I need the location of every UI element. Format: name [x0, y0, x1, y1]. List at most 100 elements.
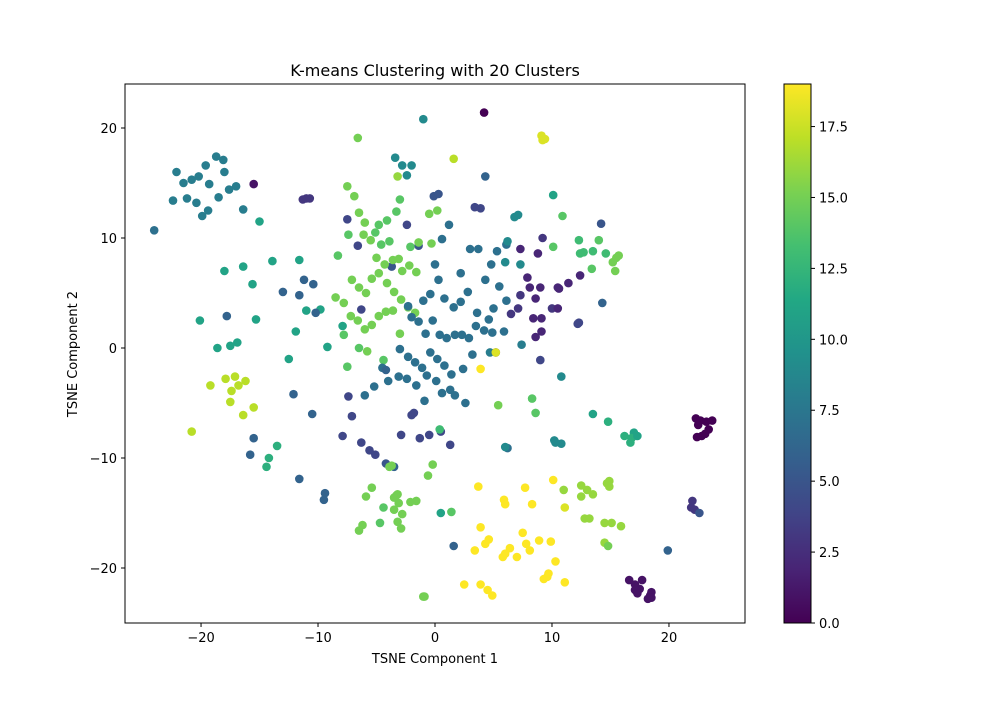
- data-point: [695, 508, 704, 518]
- data-point: [516, 244, 525, 254]
- data-point: [456, 297, 466, 307]
- data-point: [576, 481, 586, 490]
- data-point: [445, 440, 455, 450]
- data-point: [371, 450, 380, 460]
- data-point: [417, 363, 427, 373]
- data-point: [367, 320, 377, 330]
- data-point: [512, 552, 522, 562]
- data-point: [397, 161, 407, 170]
- data-point: [693, 420, 703, 430]
- data-point: [219, 155, 228, 165]
- data-point: [179, 178, 188, 188]
- data-point: [554, 284, 564, 293]
- data-point: [503, 237, 512, 246]
- data-point: [187, 427, 196, 436]
- data-point: [531, 408, 540, 418]
- data-point: [414, 317, 423, 326]
- data-point: [463, 287, 473, 297]
- data-point: [374, 220, 384, 230]
- data-point: [692, 432, 702, 442]
- data-point: [220, 167, 229, 177]
- data-point: [633, 589, 642, 598]
- data-point: [492, 246, 502, 256]
- data-point: [422, 371, 432, 380]
- colorbar: [784, 84, 811, 623]
- data-point: [587, 264, 597, 274]
- data-point: [192, 198, 201, 208]
- data-point: [548, 475, 558, 485]
- data-point: [353, 241, 363, 250]
- data-point: [607, 518, 616, 528]
- y-tick-label: 10: [100, 232, 117, 247]
- data-point: [430, 260, 440, 269]
- data-point: [436, 508, 446, 518]
- data-point: [427, 239, 436, 248]
- data-point: [447, 370, 456, 379]
- data-point: [406, 242, 415, 252]
- data-point: [493, 400, 503, 410]
- data-point: [350, 191, 359, 201]
- data-point: [375, 518, 385, 528]
- data-point: [579, 248, 588, 257]
- y-tick-label: 0: [109, 342, 117, 357]
- data-point: [525, 283, 535, 292]
- data-point: [195, 316, 205, 325]
- data-point: [262, 462, 271, 472]
- data-point: [299, 275, 309, 285]
- data-point: [323, 342, 332, 352]
- data-point: [614, 251, 623, 260]
- data-point: [516, 290, 525, 300]
- colorbar-tick-label: 7.5: [819, 404, 840, 419]
- data-point: [470, 546, 480, 555]
- data-point: [403, 301, 413, 311]
- data-point: [194, 172, 203, 181]
- data-point: [361, 492, 371, 501]
- data-point: [575, 271, 585, 280]
- data-point: [449, 154, 459, 164]
- data-point: [187, 175, 196, 184]
- data-point: [533, 249, 543, 258]
- data-point: [403, 352, 413, 362]
- data-point: [172, 167, 181, 177]
- data-point: [440, 361, 449, 370]
- data-point: [538, 233, 547, 243]
- data-point: [331, 293, 340, 302]
- data-point: [444, 220, 454, 230]
- data-point: [381, 365, 391, 375]
- data-point: [468, 350, 477, 359]
- data-point: [603, 417, 613, 427]
- data-point: [513, 210, 523, 220]
- x-tick-label: −20: [187, 631, 214, 646]
- data-point: [357, 305, 366, 314]
- data-point: [346, 311, 356, 321]
- data-point: [249, 179, 258, 189]
- data-point: [553, 304, 563, 313]
- data-point: [204, 179, 214, 189]
- data-point: [491, 348, 501, 357]
- data-point: [536, 283, 545, 292]
- data-point: [551, 557, 560, 566]
- data-point: [449, 303, 459, 312]
- x-tick-label: 20: [661, 631, 678, 646]
- data-point: [573, 319, 582, 329]
- data-point: [383, 376, 393, 386]
- data-point: [387, 461, 397, 471]
- data-point: [249, 403, 258, 412]
- data-point: [374, 311, 384, 321]
- data-point: [479, 108, 489, 117]
- data-point: [238, 410, 248, 420]
- data-point: [394, 372, 404, 381]
- data-point: [456, 268, 466, 278]
- data-point: [380, 260, 390, 269]
- data-point: [402, 171, 412, 180]
- data-point: [361, 288, 371, 298]
- data-point: [319, 495, 329, 505]
- data-point: [527, 394, 537, 403]
- data-point: [489, 304, 498, 313]
- data-point: [433, 206, 442, 215]
- plot-frame: [124, 83, 746, 624]
- data-point: [447, 507, 456, 517]
- data-point: [484, 535, 494, 544]
- data-point: [389, 493, 399, 502]
- data-point: [278, 287, 288, 297]
